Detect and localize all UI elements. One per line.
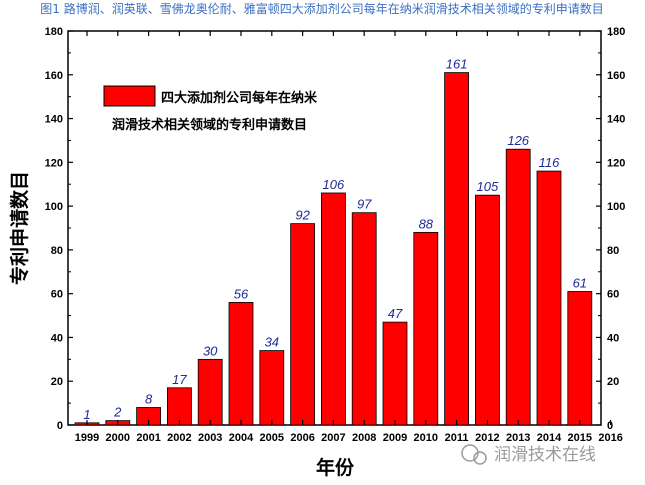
x-tick-label-2008: 2008 <box>352 432 376 444</box>
bar-2013 <box>505 148 531 426</box>
bar-2003 <box>197 358 223 426</box>
y-tick-label-right-140: 140 <box>607 114 625 126</box>
watermark-text: 润滑技术在线 <box>494 445 596 465</box>
value-label-2001: 8 <box>145 391 153 406</box>
y-tick-label-right-0: 0 <box>607 420 613 432</box>
bar-2009 <box>382 321 408 426</box>
y-tick-label-left-140: 140 <box>45 114 63 126</box>
x-axis: 1999 2000 2001 2002 2003 2004 2005 2006 2007 2008… <box>75 31 623 444</box>
x-tick-label-2005: 2005 <box>260 432 284 444</box>
value-label-2012: 105 <box>477 179 499 194</box>
y-axis-right: 0 20 40 60 80 100 120 140 160 180 <box>596 26 625 432</box>
x-tick-label-2015: 2015 <box>568 432 592 444</box>
value-label-2005: 34 <box>265 335 279 350</box>
wechat-logo-icon-secondary <box>473 451 487 465</box>
value-label-2006: 92 <box>295 208 310 223</box>
x-tick-label-2002: 2002 <box>167 432 191 444</box>
y-tick-label-left-40: 40 <box>51 332 63 344</box>
y-axis-left: 0 20 40 60 80 100 120 140 160 180 <box>45 26 73 432</box>
value-label-1999: 1 <box>83 407 90 422</box>
y-tick-label-left-60: 60 <box>51 289 63 301</box>
y-tick-label-right-20: 20 <box>607 376 619 388</box>
y-tick-label-left-0: 0 <box>57 420 63 432</box>
x-tick-label-2013: 2013 <box>506 432 530 444</box>
value-label-2011: 161 <box>446 57 468 72</box>
x-tick-label-2007: 2007 <box>321 432 345 444</box>
value-label-2002: 17 <box>172 372 187 387</box>
y-tick-label-right-100: 100 <box>607 201 625 213</box>
value-label-2007: 106 <box>323 177 345 192</box>
value-label-2003: 30 <box>203 343 218 358</box>
bar-2007 <box>320 192 346 426</box>
bar-2008 <box>351 212 377 426</box>
x-tick-label-2004: 2004 <box>229 432 254 444</box>
y-tick-label-left-180: 180 <box>45 26 63 38</box>
bar-2005 <box>259 350 285 426</box>
value-label-2000: 2 <box>113 405 122 420</box>
value-label-2015: 61 <box>573 275 587 290</box>
value-label-2008: 97 <box>357 197 372 212</box>
y-tick-label-left-20: 20 <box>51 376 63 388</box>
legend-swatch <box>103 85 156 107</box>
bar-2012 <box>474 194 500 426</box>
legend: 四大添加剂公司每年在纳米 润滑技术相关领域的专利申请数目 <box>103 85 318 133</box>
value-label-2009: 47 <box>388 306 403 321</box>
x-tick-label-2000: 2000 <box>106 432 130 444</box>
bar-2015 <box>567 291 593 426</box>
y-tick-label-right-80: 80 <box>607 245 619 257</box>
bar-2002 <box>166 387 192 426</box>
y-tick-label-left-80: 80 <box>51 245 63 257</box>
value-labels-group: 1 2 8 17 30 56 34 92 106 97 47 88 161 105 126 116 61 <box>83 57 587 422</box>
x-tick-label-2014: 2014 <box>537 432 562 444</box>
figure-title: 图1 路博润、润英联、雪佛龙奥伦耐、雅富顿四大添加剂公司每年在纳米润滑技术相关领… <box>40 1 603 16</box>
bar-2006 <box>290 223 316 426</box>
value-label-2010: 88 <box>419 216 434 231</box>
y-axis-title: 专利申请数目 <box>8 171 31 285</box>
x-tick-label-2001: 2001 <box>136 432 160 444</box>
watermark: 润滑技术在线 <box>461 444 596 465</box>
bars-group <box>74 72 593 426</box>
x-tick-label-2012: 2012 <box>475 432 499 444</box>
x-tick-label-1999: 1999 <box>75 432 99 444</box>
x-tick-label-2016: 2016 <box>598 432 622 444</box>
x-tick-label-2003: 2003 <box>198 432 222 444</box>
y-tick-label-right-60: 60 <box>607 289 619 301</box>
value-label-2013: 126 <box>507 133 529 148</box>
x-axis-title: 年份 <box>316 456 355 479</box>
y-tick-label-left-120: 120 <box>45 157 63 169</box>
bar-2004 <box>228 302 254 426</box>
y-tick-label-left-160: 160 <box>45 70 63 82</box>
value-label-2004: 56 <box>234 286 249 301</box>
y-tick-label-right-40: 40 <box>607 332 619 344</box>
bar-2010 <box>413 231 439 426</box>
legend-label-line-2: 润滑技术相关领域的专利申请数目 <box>112 117 307 133</box>
y-tick-label-right-160: 160 <box>607 70 625 82</box>
x-tick-label-2006: 2006 <box>290 432 314 444</box>
x-tick-label-2011: 2011 <box>445 432 469 444</box>
y-tick-label-right-120: 120 <box>607 157 625 169</box>
y-tick-label-right-180: 180 <box>607 26 625 38</box>
y-tick-label-left-100: 100 <box>45 201 63 213</box>
value-label-2014: 116 <box>539 155 560 170</box>
x-tick-label-2009: 2009 <box>383 432 407 444</box>
legend-label-line-1: 四大添加剂公司每年在纳米 <box>161 90 318 106</box>
bar-2011 <box>444 72 470 426</box>
bar-2014 <box>536 170 562 426</box>
x-tick-label-2010: 2010 <box>414 432 438 444</box>
